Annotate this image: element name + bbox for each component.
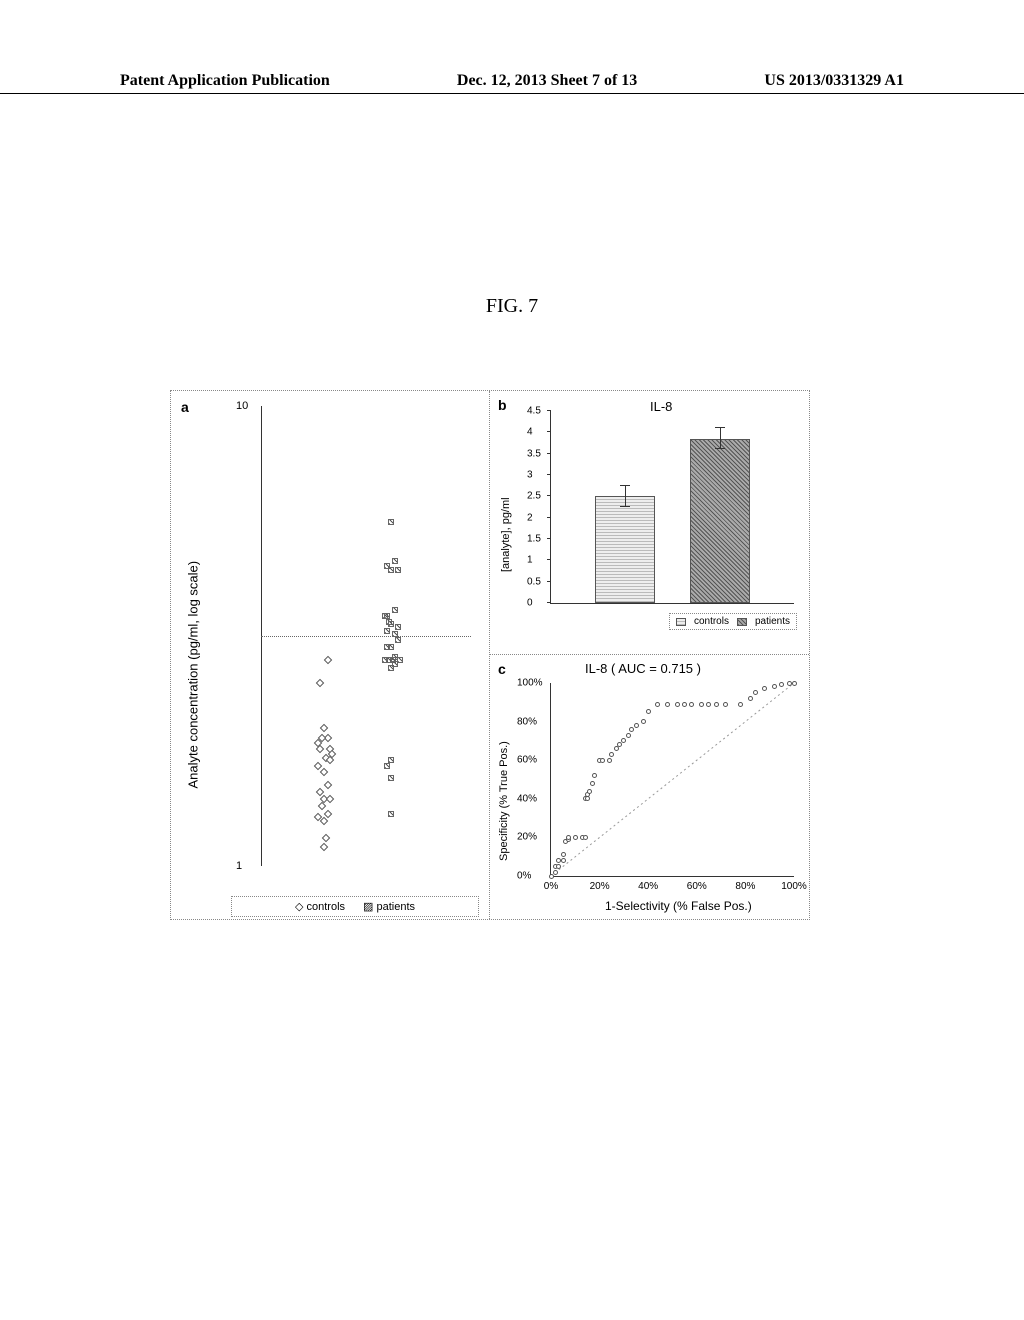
panel-b-ylabel: [analyte], pg/ml <box>500 497 512 572</box>
panel-b-bar: b IL-8 [analyte], pg/ml 00.511.522.533.5… <box>490 391 809 655</box>
legend-b-patients: patients <box>755 616 790 627</box>
panel-b-label: b <box>498 397 507 413</box>
figure-container: a Analyte concentration (pg/ml, log scal… <box>170 390 810 920</box>
panel-a-ylabel: Analyte concentration (pg/ml, log scale) <box>186 561 201 789</box>
panel-c-xlabel: 1-Selectivity (% False Pos.) <box>605 899 752 913</box>
header-left: Patent Application Publication <box>120 72 330 90</box>
legend-a-patients: ▨ patients <box>363 900 415 913</box>
ytick-1: 1 <box>236 860 242 872</box>
page-header: Patent Application Publication Dec. 12, … <box>0 72 1024 94</box>
swatch-controls <box>676 618 686 626</box>
ytick-10: 10 <box>236 400 248 412</box>
header-center: Dec. 12, 2013 Sheet 7 of 13 <box>457 72 637 90</box>
legend-b-controls: controls <box>694 616 729 627</box>
panel-c-title: IL-8 ( AUC = 0.715 ) <box>585 661 701 676</box>
panel-c-roc: c IL-8 ( AUC = 0.715 ) Specificity (% Tr… <box>490 655 809 919</box>
figure-title: FIG. 7 <box>0 295 1024 318</box>
scatter-plot-area: 10 1 <box>261 406 471 866</box>
panel-b-legend: controls patients <box>669 613 797 630</box>
panel-a-label: a <box>181 399 189 415</box>
panel-a-legend: ◇ controls ▨ patients <box>231 896 479 917</box>
panel-c-label: c <box>498 661 506 677</box>
panel-c-ylabel: Specificity (% True Pos.) <box>498 741 510 861</box>
roc-plot-area: 0%20%40%60%80%100%0%20%40%60%80%100% <box>550 683 794 877</box>
legend-a-controls: ◇ controls <box>295 900 345 913</box>
panel-a-scatter: a Analyte concentration (pg/ml, log scal… <box>171 391 490 919</box>
header-right: US 2013/0331329 A1 <box>764 72 904 90</box>
bar-plot-area: 00.511.522.533.544.5 <box>550 411 794 604</box>
swatch-patients <box>737 618 747 626</box>
